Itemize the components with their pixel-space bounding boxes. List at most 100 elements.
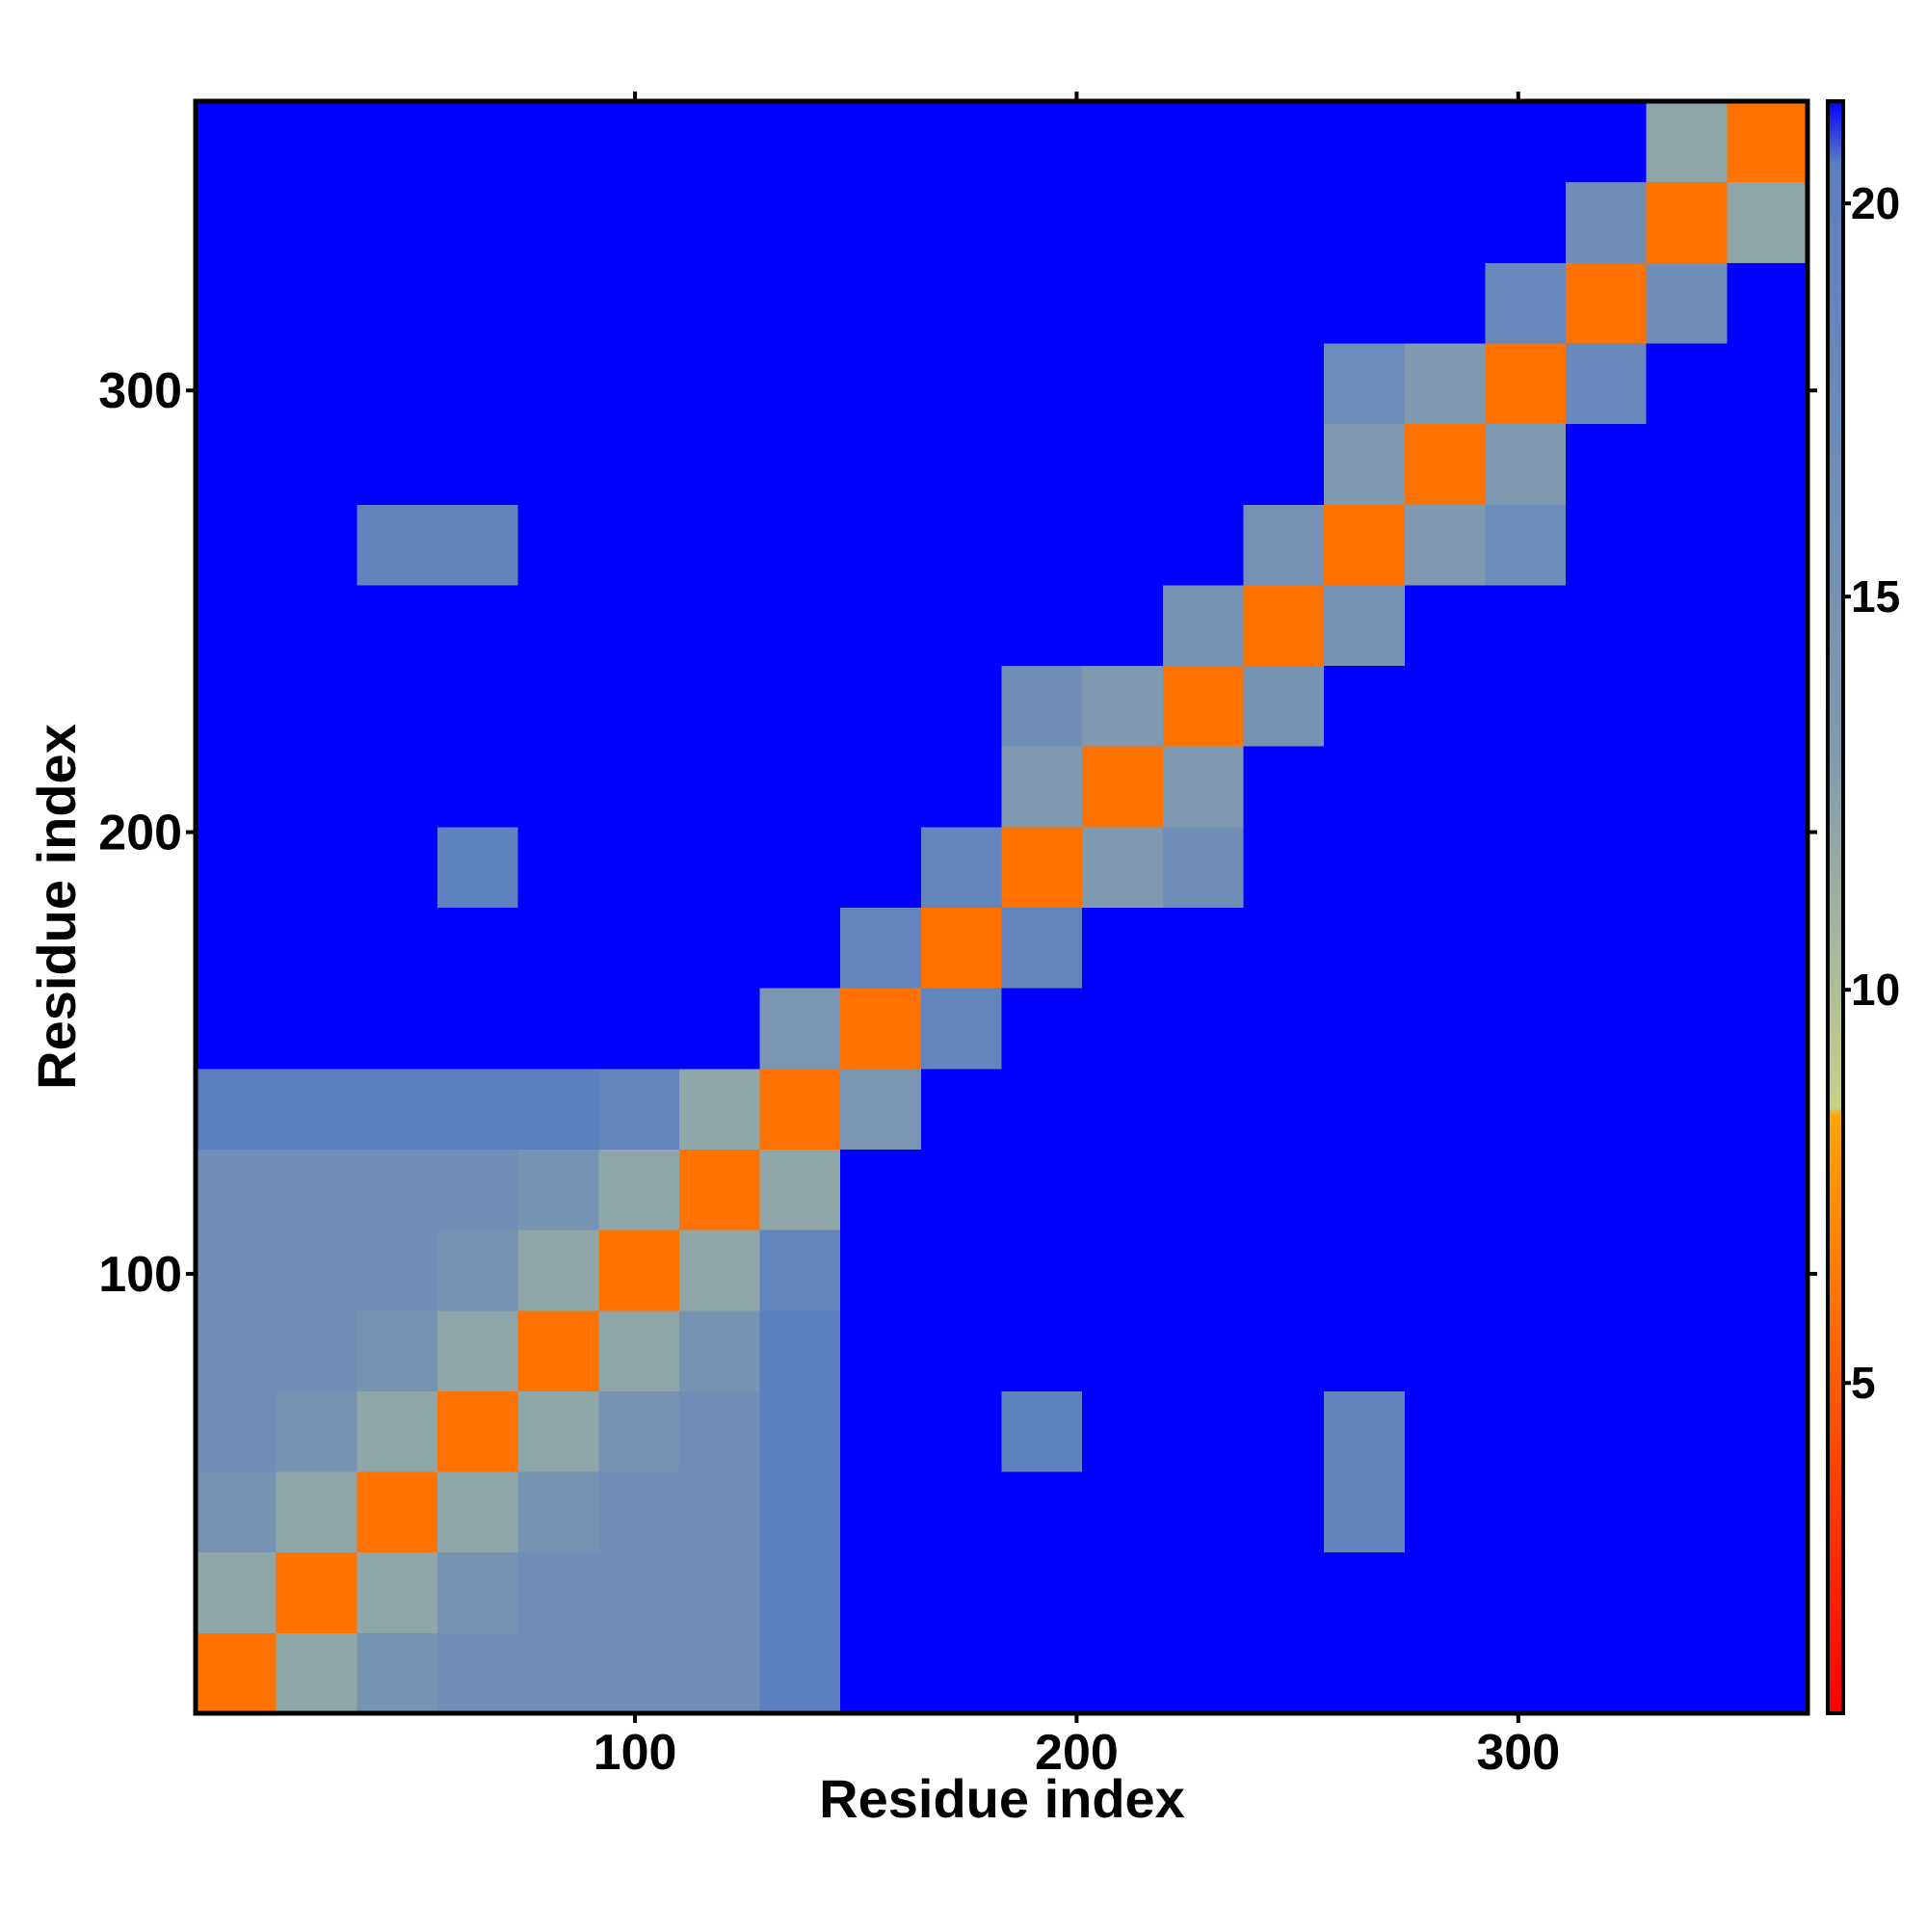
heatmap-cell (840, 1632, 922, 1714)
heatmap-cell (759, 1310, 841, 1391)
heatmap-cell (517, 1230, 599, 1311)
x-tick-label: 200 (1035, 1725, 1119, 1781)
heatmap-cell (356, 504, 438, 586)
heatmap-cell (920, 423, 1002, 505)
heatmap-cell (678, 342, 761, 425)
heatmap-cell (920, 1471, 1002, 1553)
heatmap-cell (840, 907, 922, 989)
heatmap-cell (1646, 665, 1728, 747)
heatmap-cell (1162, 826, 1244, 908)
heatmap-cell (436, 1068, 519, 1150)
heatmap-cell (1566, 101, 1648, 183)
heatmap-cell (840, 665, 922, 747)
heatmap-cell (1485, 1551, 1567, 1633)
heatmap-cell (1646, 342, 1728, 425)
heatmap-cell (356, 1068, 438, 1150)
heatmap-cell (678, 1230, 761, 1311)
heatmap-cell (920, 101, 1002, 183)
heatmap-cell (1324, 665, 1406, 747)
heatmap-cell (1404, 1390, 1486, 1472)
heatmap-cell (678, 101, 761, 183)
heatmap-cell (1485, 1230, 1567, 1311)
heatmap-cell (1001, 988, 1083, 1070)
heatmap-cell (196, 262, 277, 344)
heatmap-cell (1727, 1471, 1808, 1553)
heatmap-cell (1243, 342, 1325, 425)
heatmap-cell (1324, 504, 1406, 586)
heatmap-cell (598, 826, 680, 908)
heatmap-cell (1404, 1310, 1486, 1391)
heatmap-cell (356, 181, 438, 263)
heatmap-cell (759, 262, 841, 344)
heatmap-cell (598, 988, 680, 1070)
heatmap-cell (1082, 988, 1164, 1070)
heatmap-cell (1324, 1068, 1406, 1150)
heatmap-cell (759, 181, 841, 263)
heatmap-cell (1162, 988, 1244, 1070)
heatmap-cell (1404, 1551, 1486, 1633)
heatmap-cell (678, 1149, 761, 1231)
heatmap-cell (1082, 826, 1164, 908)
heatmap-cell (196, 101, 277, 183)
heatmap-cell (678, 1551, 761, 1633)
heatmap-cell (196, 1310, 277, 1391)
heatmap-cell (598, 423, 680, 505)
heatmap-cell (1646, 1068, 1728, 1150)
heatmap-cell (598, 342, 680, 425)
heatmap-cell (920, 988, 1002, 1070)
heatmap-cell (678, 181, 761, 263)
heatmap-cell (1324, 1390, 1406, 1472)
heatmap-cell (1727, 826, 1808, 908)
heatmap-cell (759, 1551, 841, 1633)
heatmap-cell (1485, 907, 1567, 989)
heatmap-cell (1001, 504, 1083, 586)
heatmap-cell (1324, 1471, 1406, 1553)
heatmap-cell (1646, 1551, 1728, 1633)
heatmap-cell (1727, 504, 1808, 586)
heatmap-cell (1243, 665, 1325, 747)
heatmap-cell (759, 1632, 841, 1714)
heatmap-cell (196, 1471, 277, 1553)
colorbar-tick-label: 15 (1851, 571, 1900, 622)
heatmap-cell (1566, 1390, 1648, 1472)
heatmap-cell (1485, 1068, 1567, 1150)
heatmap-cell (1243, 584, 1325, 667)
heatmap-cell (1162, 665, 1244, 747)
heatmap-cell (1162, 423, 1244, 505)
heatmap-cell (840, 504, 922, 586)
heatmap-cell (840, 262, 922, 344)
heatmap-cell (598, 1230, 680, 1311)
heatmap-cell (356, 988, 438, 1070)
heatmap-cell (1404, 584, 1486, 667)
heatmap-cell (1324, 1310, 1406, 1391)
heatmap-cell (759, 826, 841, 908)
heatmap-cell (1646, 181, 1728, 263)
colorbar-tick-label: 10 (1851, 965, 1900, 1015)
heatmap-cell (196, 1632, 277, 1714)
heatmap-cell (1485, 988, 1567, 1070)
heatmap-cell (1324, 1632, 1406, 1714)
heatmap-cell (517, 101, 599, 183)
heatmap-cell (759, 1149, 841, 1231)
heatmap-cell (920, 584, 1002, 667)
x-axis-label: Residue index (819, 1768, 1185, 1829)
heatmap-cell (759, 1068, 841, 1150)
heatmap-cell (517, 1310, 599, 1391)
heatmap-cell (196, 423, 277, 505)
heatmap-cell (678, 988, 761, 1070)
heatmap-cell (356, 1632, 438, 1714)
heatmap-cell (1485, 826, 1567, 908)
heatmap-cell (920, 665, 1002, 747)
heatmap-cell (436, 342, 519, 425)
heatmap-cell (356, 1230, 438, 1311)
heatmap-cell (1485, 262, 1567, 344)
heatmap-cell (1162, 1632, 1244, 1714)
heatmap-cell (1324, 262, 1406, 344)
heatmap-cell (1324, 1149, 1406, 1231)
heatmap-cell (1646, 504, 1728, 586)
heatmap-cell (1243, 1471, 1325, 1553)
heatmap-cell (840, 1310, 922, 1391)
heatmap-cell (598, 1632, 680, 1714)
heatmap-cell (1646, 423, 1728, 505)
heatmap-cell (356, 342, 438, 425)
